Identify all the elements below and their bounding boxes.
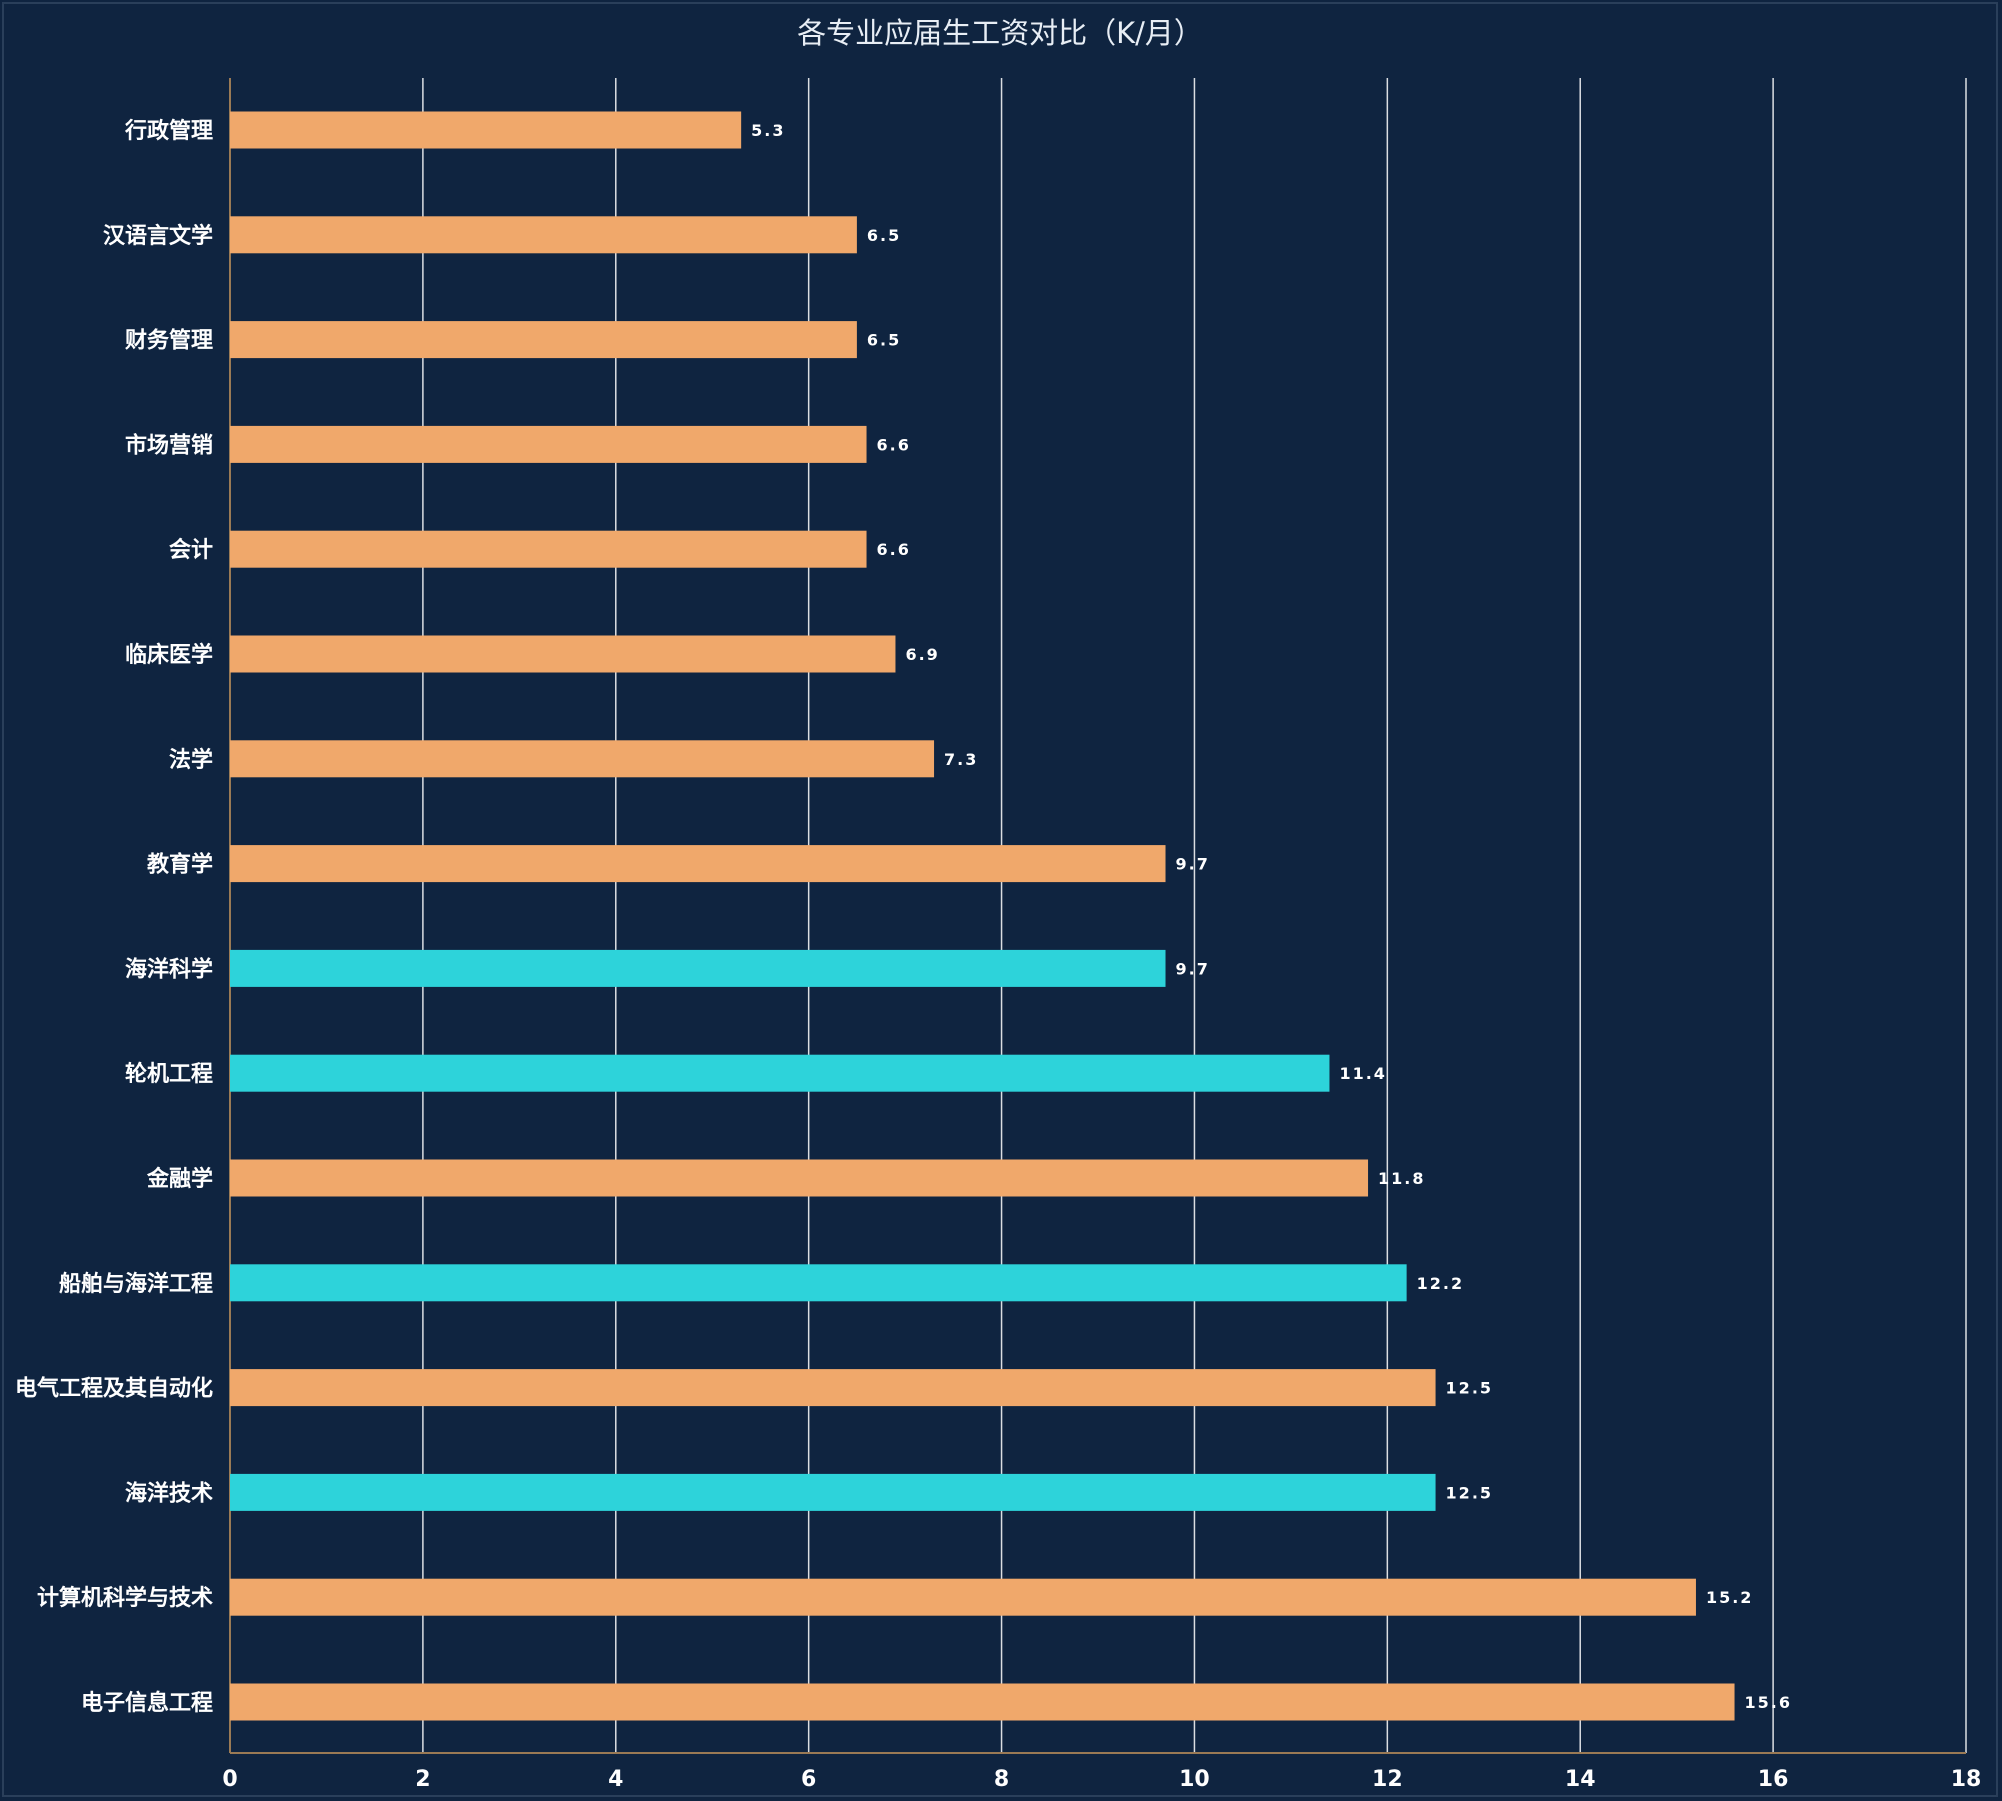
category-label: 法学 <box>169 747 213 773</box>
data-label: 12.2 <box>1417 1274 1464 1293</box>
data-label: 11.4 <box>1339 1064 1386 1083</box>
data-label: 6.6 <box>877 435 911 454</box>
category-label: 电气工程及其自动化 <box>15 1376 213 1402</box>
bar <box>230 111 742 149</box>
x-tick-label: 14 <box>1565 1767 1596 1792</box>
x-tick-label: 0 <box>222 1767 237 1792</box>
category-label: 海洋科学 <box>125 956 213 982</box>
category-label: 计算机科学与技术 <box>37 1585 213 1611</box>
bar <box>230 635 896 673</box>
category-label: 电子信息工程 <box>81 1690 213 1716</box>
data-label: 7.3 <box>944 750 978 769</box>
data-label: 9.7 <box>1176 855 1210 874</box>
data-label: 15.6 <box>1745 1693 1792 1712</box>
x-tick-label: 18 <box>1951 1767 1982 1792</box>
bar <box>230 1683 1735 1721</box>
bar <box>230 845 1166 883</box>
category-label: 财务管理 <box>125 328 213 354</box>
data-label: 6.5 <box>867 331 901 350</box>
x-tick-label: 8 <box>994 1767 1009 1792</box>
data-label: 12.5 <box>1446 1379 1493 1398</box>
category-label: 船舶与海洋工程 <box>59 1271 213 1297</box>
bar <box>230 530 867 568</box>
bar <box>230 321 857 359</box>
chart-title: 各专业应届生工资对比（K/月） <box>797 16 1203 50</box>
category-label: 金融学 <box>146 1166 213 1192</box>
x-tick-label: 16 <box>1758 1767 1789 1792</box>
data-label: 15.2 <box>1706 1588 1753 1607</box>
data-label: 6.6 <box>877 540 911 559</box>
x-tick-label: 10 <box>1179 1767 1210 1792</box>
data-label: 12.5 <box>1446 1483 1493 1502</box>
category-label: 行政管理 <box>124 118 213 144</box>
bar <box>230 740 935 778</box>
data-label: 9.7 <box>1176 959 1210 978</box>
data-label: 6.5 <box>867 226 901 245</box>
bar <box>230 1473 1436 1511</box>
bar <box>230 1264 1407 1302</box>
category-label: 教育学 <box>147 852 213 878</box>
x-tick-label: 12 <box>1372 1767 1403 1792</box>
data-label: 5.3 <box>751 121 785 140</box>
category-label: 市场营销 <box>125 432 213 458</box>
bar <box>230 425 867 463</box>
x-tick-label: 2 <box>415 1767 430 1792</box>
bar <box>230 1578 1696 1616</box>
bar <box>230 1054 1330 1092</box>
bar <box>230 216 857 254</box>
data-label: 11.8 <box>1378 1169 1425 1188</box>
category-label: 轮机工程 <box>125 1061 213 1087</box>
category-label: 会计 <box>169 537 213 563</box>
data-label: 6.9 <box>905 645 939 664</box>
category-label: 汉语言文学 <box>103 223 213 249</box>
bar <box>230 1159 1369 1197</box>
x-tick-label: 6 <box>801 1767 816 1792</box>
bar <box>230 1369 1436 1407</box>
bar <box>230 949 1166 987</box>
category-label: 临床医学 <box>125 642 213 668</box>
x-tick-label: 4 <box>608 1767 623 1792</box>
category-label: 海洋技术 <box>125 1480 213 1506</box>
